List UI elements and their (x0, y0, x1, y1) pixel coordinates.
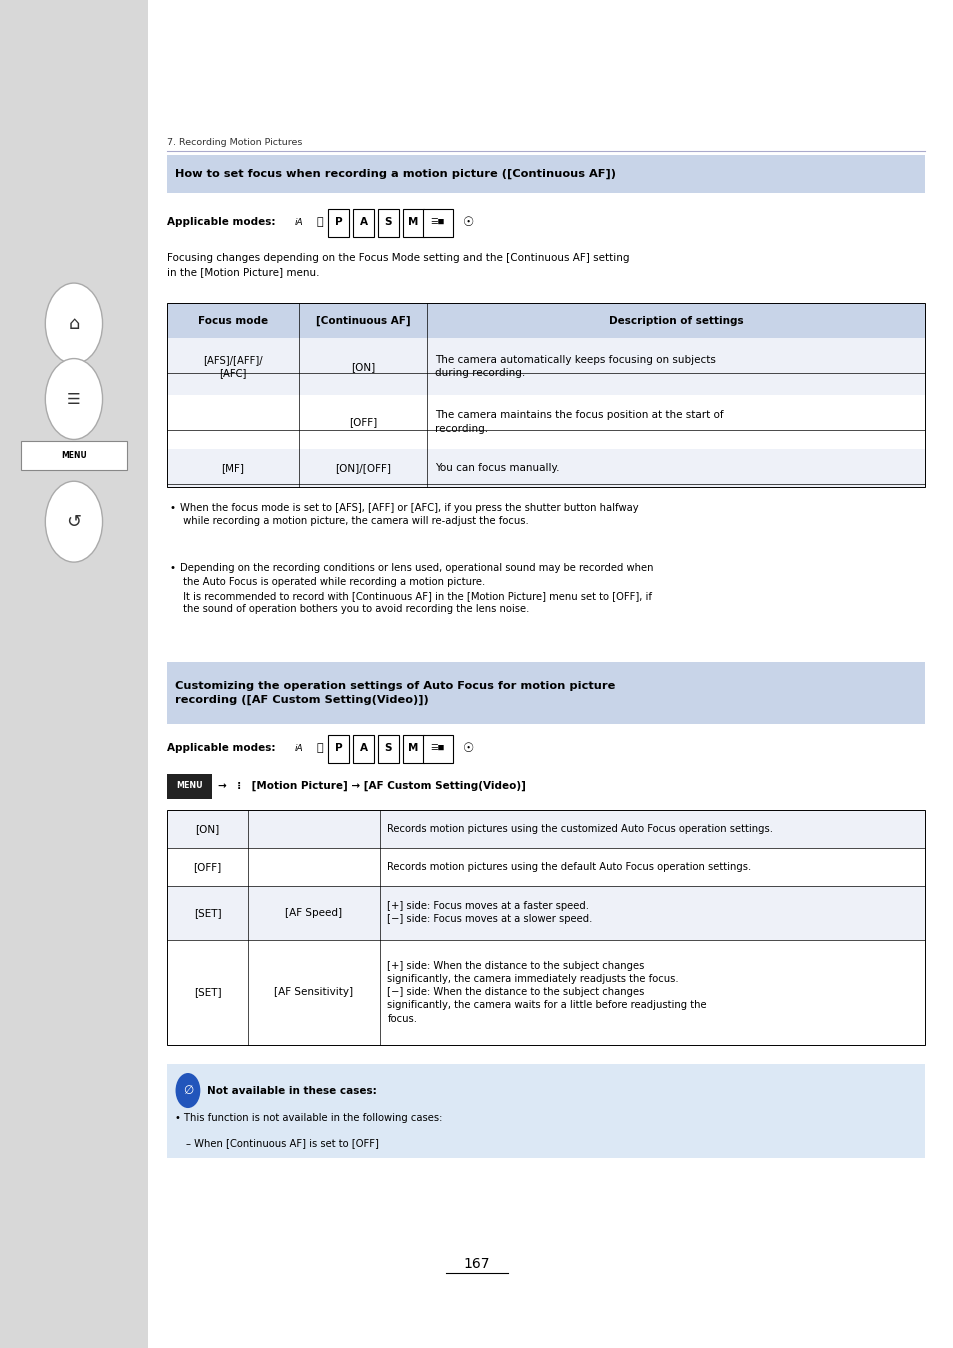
Bar (167, 940, 924, 1045)
Text: →  ⋮  [Motion Picture] → [AF Custom Setting(Video)]: → ⋮ [Motion Picture] → [AF Custom Settin… (217, 780, 525, 791)
Bar (167, 810, 924, 848)
Bar (422, 735, 453, 763)
Text: P: P (335, 743, 342, 754)
Text: ☉: ☉ (462, 216, 474, 229)
Text: ∅: ∅ (183, 1084, 193, 1097)
Text: [OFF]: [OFF] (349, 417, 376, 427)
Text: When operating the zoom while recording motion pictures, it may take time to com: When operating the zoom while recording … (180, 675, 657, 685)
Text: S: S (384, 217, 392, 228)
Circle shape (46, 283, 102, 364)
Bar (328, 735, 349, 763)
Text: Records motion pictures using the customized Auto Focus operation settings.: Records motion pictures using the custom… (387, 824, 773, 834)
Text: [+] side: Focus moves at a faster speed.
[−] side: Focus moves at a slower speed: [+] side: Focus moves at a faster speed.… (387, 900, 592, 925)
Bar (328, 209, 349, 237)
Text: [OFF]: [OFF] (193, 861, 221, 872)
Text: [AF Speed]: [AF Speed] (285, 907, 342, 918)
Bar (353, 735, 374, 763)
Text: 🎥: 🎥 (316, 743, 322, 754)
Text: A: A (359, 217, 367, 228)
Bar (377, 735, 398, 763)
Bar (167, 1064, 924, 1158)
Text: [AF Sensitivity]: [AF Sensitivity] (274, 987, 353, 998)
Circle shape (46, 359, 102, 439)
Bar (167, 155, 924, 193)
Text: [MF]: [MF] (221, 462, 244, 473)
Text: How to set focus when recording a motion picture ([Continuous AF]): How to set focus when recording a motion… (174, 168, 615, 179)
Text: [ON]: [ON] (195, 824, 219, 834)
Text: Customizing the operation settings of Auto Focus for motion picture
recording ([: Customizing the operation settings of Au… (174, 681, 615, 705)
Circle shape (46, 481, 102, 562)
Text: Applicable modes:: Applicable modes: (167, 743, 275, 754)
Text: MENU: MENU (176, 782, 202, 790)
Circle shape (175, 1073, 200, 1108)
Bar (0, 0, 148, 1348)
Bar (167, 303, 924, 487)
Text: [Continuous AF]: [Continuous AF] (315, 315, 410, 326)
Text: M: M (408, 217, 417, 228)
Bar (167, 662, 924, 724)
Bar (167, 395, 924, 449)
Bar (167, 886, 924, 940)
Text: Depending on the recording conditions or lens used, operational sound may be rec: Depending on the recording conditions or… (180, 563, 653, 615)
Text: The camera automatically keeps focusing on subjects
during recording.: The camera automatically keeps focusing … (435, 355, 715, 379)
Text: [SET]: [SET] (193, 987, 221, 998)
Text: 7. Recording Motion Pictures: 7. Recording Motion Pictures (167, 137, 302, 147)
Text: ⌂: ⌂ (69, 314, 79, 333)
Text: [ON]: [ON] (351, 361, 375, 372)
Bar (167, 338, 924, 395)
Bar (21, 441, 127, 470)
Text: ☉: ☉ (462, 741, 474, 755)
Text: •: • (170, 563, 175, 573)
Text: ↺: ↺ (67, 512, 81, 531)
Text: – When [Continuous AF] is set to [OFF]: – When [Continuous AF] is set to [OFF] (186, 1138, 378, 1147)
Text: 🎥: 🎥 (316, 217, 322, 228)
Text: iA: iA (294, 218, 303, 226)
Text: ☰◼: ☰◼ (430, 218, 445, 226)
Text: Description of settings: Description of settings (608, 315, 743, 326)
Text: The camera maintains the focus position at the start of
recording.: The camera maintains the focus position … (435, 410, 723, 434)
Text: 167: 167 (463, 1258, 490, 1271)
Text: •: • (170, 675, 175, 685)
Text: [ON]/[OFF]: [ON]/[OFF] (335, 462, 391, 473)
Text: iA: iA (294, 744, 303, 752)
Bar (167, 774, 212, 799)
Bar (167, 449, 924, 487)
Text: •: • (170, 503, 175, 512)
Bar (167, 303, 924, 338)
Bar (167, 810, 924, 1045)
Bar (402, 735, 423, 763)
Bar (377, 209, 398, 237)
Text: [AFS]/[AFF]/
[AFC]: [AFS]/[AFF]/ [AFC] (203, 355, 262, 379)
Bar (167, 848, 924, 886)
Bar (402, 209, 423, 237)
Text: Focus mode: Focus mode (197, 315, 268, 326)
Text: When the focus mode is set to [AFS], [AFF] or [AFC], if you press the shutter bu: When the focus mode is set to [AFS], [AF… (180, 503, 639, 527)
Text: MENU: MENU (61, 452, 87, 460)
Text: Not available in these cases:: Not available in these cases: (207, 1085, 376, 1096)
Text: [+] side: When the distance to the subject changes
significantly, the camera imm: [+] side: When the distance to the subje… (387, 961, 706, 1023)
Bar (422, 209, 453, 237)
Text: [SET]: [SET] (193, 907, 221, 918)
Text: You can focus manually.: You can focus manually. (435, 462, 559, 473)
Text: Records motion pictures using the default Auto Focus operation settings.: Records motion pictures using the defaul… (387, 861, 751, 872)
Text: ☰◼: ☰◼ (430, 744, 445, 752)
Text: S: S (384, 743, 392, 754)
Bar (148, 0, 953, 1348)
Text: P: P (335, 217, 342, 228)
Text: Applicable modes:: Applicable modes: (167, 217, 275, 228)
Text: ☰: ☰ (67, 391, 81, 407)
Text: Focusing changes depending on the Focus Mode setting and the [Continuous AF] set: Focusing changes depending on the Focus … (167, 253, 629, 278)
Text: A: A (359, 743, 367, 754)
Bar (353, 209, 374, 237)
Text: M: M (408, 743, 417, 754)
Text: • This function is not available in the following cases:: • This function is not available in the … (174, 1113, 441, 1123)
